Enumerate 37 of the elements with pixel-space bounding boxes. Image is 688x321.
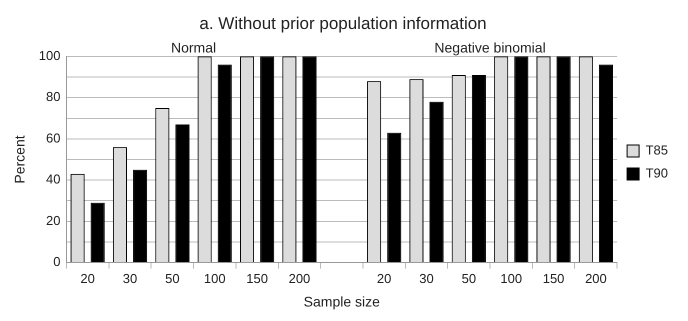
legend-label: T85	[646, 142, 668, 158]
bar	[175, 124, 190, 262]
bar	[218, 64, 232, 262]
bar	[387, 132, 402, 262]
bar	[514, 56, 528, 262]
x-tick-label: 20	[80, 270, 95, 286]
x-tick-label: 20	[376, 270, 392, 286]
x-tick-label: 30	[122, 270, 138, 286]
bar	[90, 202, 105, 262]
bar	[430, 102, 444, 262]
x-tick-label: 50	[462, 270, 476, 286]
legend-label: T90	[646, 166, 668, 181]
x-tick-label: 150	[246, 270, 268, 286]
x-tick-label: 200	[288, 270, 310, 286]
bar	[556, 56, 571, 262]
y-tick-label: 100	[38, 48, 60, 63]
y-axis-title: Percent	[11, 135, 28, 184]
y-tick-label: 60	[46, 130, 60, 146]
x-tick-label: 30	[419, 270, 434, 286]
x-tick-label: 200	[585, 270, 607, 286]
y-tick-label: 0	[53, 254, 60, 270]
bar	[598, 64, 614, 262]
x-axis-title: Sample size	[304, 293, 380, 310]
bar	[133, 170, 148, 262]
x-tick-label: 50	[165, 270, 180, 286]
y-tick-label: 20	[46, 212, 60, 228]
y-tick-label: 40	[46, 172, 60, 187]
text: Normal	[170, 39, 216, 56]
chart-title: a. Without prior population information	[199, 14, 487, 33]
x-tick-label: 150	[542, 270, 564, 286]
x-tick-label: 100	[500, 270, 522, 286]
bar	[260, 56, 274, 262]
x-tick-label: 100	[204, 270, 226, 286]
bar	[302, 56, 317, 262]
y-tick-label: 80	[46, 89, 60, 104]
bar	[472, 74, 486, 262]
text: Negative binomial	[434, 39, 546, 56]
